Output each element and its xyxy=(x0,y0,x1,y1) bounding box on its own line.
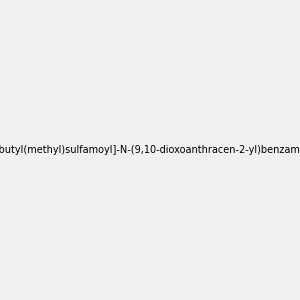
Text: 4-[butyl(methyl)sulfamoyl]-N-(9,10-dioxoanthracen-2-yl)benzamide: 4-[butyl(methyl)sulfamoyl]-N-(9,10-dioxo… xyxy=(0,145,300,155)
